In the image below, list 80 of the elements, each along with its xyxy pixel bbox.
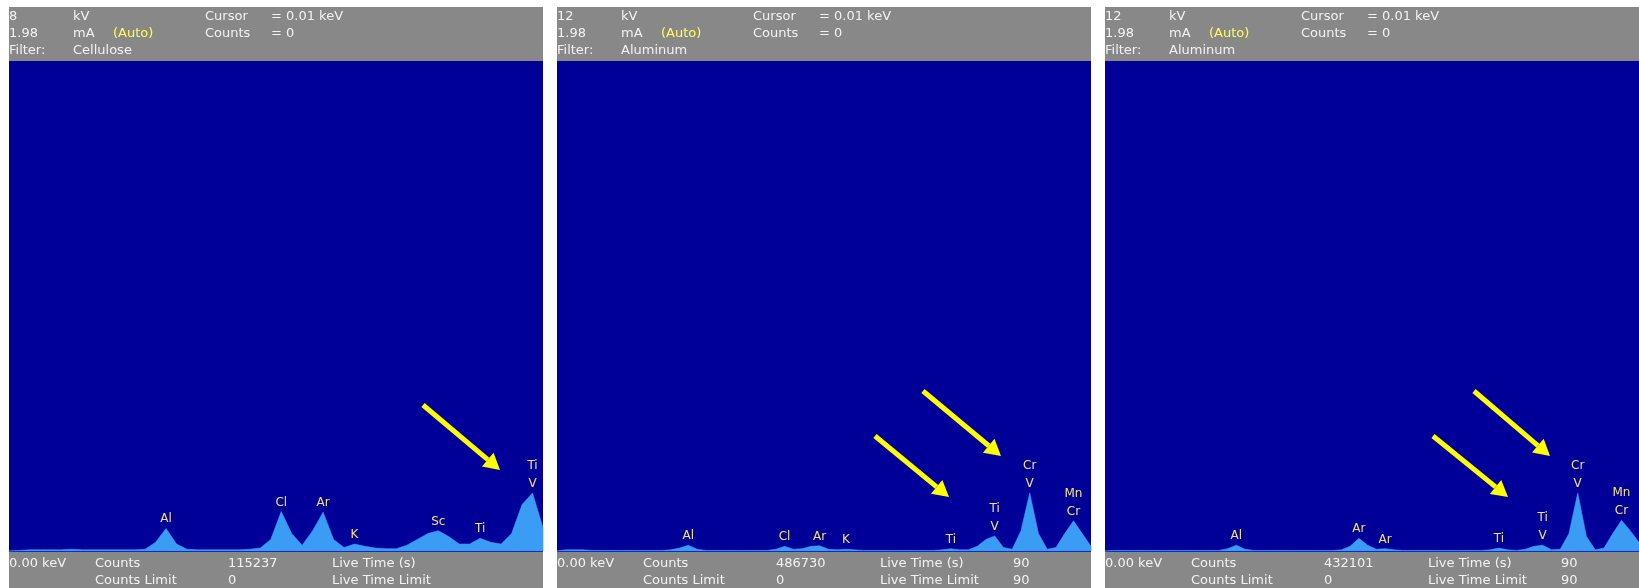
text: Live Time (s) <box>1428 555 1512 570</box>
text: 115237 <box>228 555 278 570</box>
annotation: K <box>350 527 360 542</box>
text: 0.00 keV <box>1105 555 1163 570</box>
text: Cellulose <box>73 42 132 57</box>
text: Counts Limit <box>643 572 725 587</box>
text: Counts <box>643 555 689 570</box>
text: = 0 <box>1367 25 1391 40</box>
text: 0.00 keV <box>557 555 615 570</box>
text: (Auto) <box>661 25 702 40</box>
text: Counts <box>1301 25 1347 40</box>
text: = 0.01 keV <box>271 8 344 23</box>
annotation: Cl <box>778 529 791 544</box>
text: Aluminum <box>621 42 688 57</box>
annotation: Ar <box>316 495 330 510</box>
text: = 0 <box>271 25 295 40</box>
text: 12 <box>557 8 574 23</box>
text: Live Time Limit <box>332 572 431 587</box>
text: Counts Limit <box>95 572 177 587</box>
text: Ti V <box>526 458 538 490</box>
text: 0 <box>228 572 237 587</box>
annotation: Mn Cr <box>1612 485 1631 518</box>
annotation: Mn Cr <box>1064 485 1083 518</box>
text: Cr V <box>1571 458 1585 490</box>
annotation: Ti V <box>1536 510 1548 543</box>
text: 0 <box>776 572 785 587</box>
text: 12 <box>1105 8 1122 23</box>
text: mA <box>621 25 643 40</box>
text: 90 <box>1013 555 1030 570</box>
annotation: Ar <box>1352 521 1366 536</box>
text: Filter: <box>557 42 594 57</box>
text: mA <box>73 25 95 40</box>
text: Counts <box>1191 555 1237 570</box>
annotation: Sc <box>431 513 446 528</box>
text: Counts <box>95 555 141 570</box>
annotation: Ti <box>1492 531 1505 546</box>
text: 90 <box>1013 572 1030 587</box>
annotation: Al <box>1230 528 1243 543</box>
text: 0 <box>1324 572 1333 587</box>
annotation: K <box>841 532 851 547</box>
text: Filter: <box>1105 42 1142 57</box>
text: Cr V <box>1023 458 1037 490</box>
text: Counts <box>205 25 251 40</box>
text: Aluminum <box>1169 42 1236 57</box>
text: 432101 <box>1324 555 1374 570</box>
text: 0.00 keV <box>9 555 67 570</box>
text: (Auto) <box>1209 25 1250 40</box>
text: kV <box>1169 8 1186 23</box>
text: = 0.01 keV <box>819 8 892 23</box>
annotation: Al <box>682 528 695 543</box>
text: = 0.01 keV <box>1367 8 1440 23</box>
text: 1.98 <box>9 25 38 40</box>
text: kV <box>73 8 90 23</box>
text: 1.98 <box>557 25 586 40</box>
annotation: Cl <box>275 494 288 509</box>
text: Live Time Limit <box>880 572 979 587</box>
text: 90 <box>1561 555 1578 570</box>
annotation: Ti <box>944 531 957 546</box>
text: 1.98 <box>1105 25 1134 40</box>
annotation: Ar <box>813 528 827 543</box>
annotation: Ar <box>1378 531 1392 546</box>
text: Live Time Limit <box>1428 572 1527 587</box>
text: Cursor <box>1301 8 1345 23</box>
text: Counts <box>753 25 799 40</box>
text: = 0 <box>819 25 843 40</box>
annotation: Ti <box>474 521 486 536</box>
text: 90 <box>1561 572 1578 587</box>
annotation: Ti V <box>988 500 1000 533</box>
annotation: Al <box>160 511 172 526</box>
text: Cursor <box>205 8 249 23</box>
text: Counts Limit <box>1191 572 1273 587</box>
text: Cursor <box>753 8 797 23</box>
text: Live Time (s) <box>332 555 416 570</box>
text: (Auto) <box>113 25 154 40</box>
text: 8 <box>9 8 18 23</box>
text: Live Time (s) <box>880 555 964 570</box>
text: mA <box>1169 25 1191 40</box>
text: 486730 <box>776 555 826 570</box>
text: kV <box>621 8 638 23</box>
text: Filter: <box>9 42 46 57</box>
